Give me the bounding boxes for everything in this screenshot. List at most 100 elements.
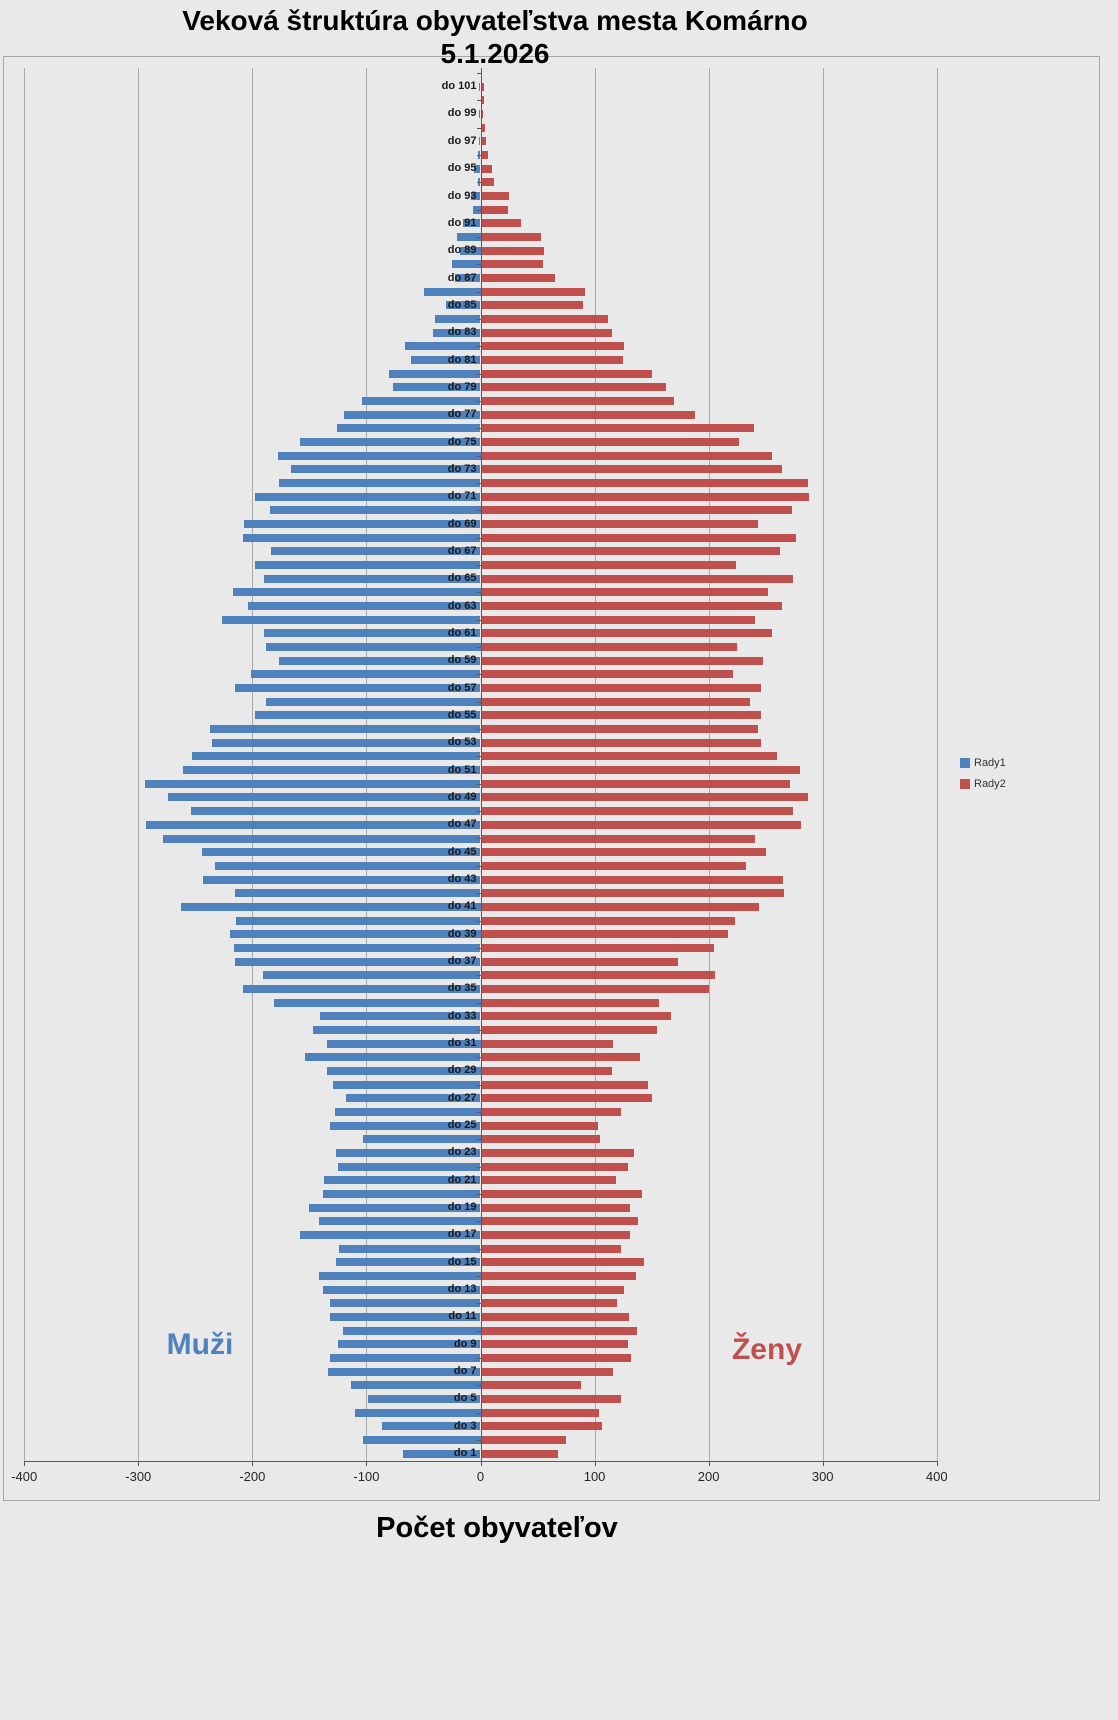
women-bar-do-99 [481, 109, 483, 118]
x-axis-tick-label: 300 [811, 1469, 834, 1484]
women-bar-do-65 [481, 574, 793, 583]
men-bar [434, 315, 481, 323]
category-label: do 11 [448, 1310, 477, 1323]
women-bar [481, 260, 544, 269]
category-axis-tick [476, 72, 481, 74]
women-bar [481, 479, 808, 487]
category-label: do 35 [447, 982, 477, 995]
men-bar [254, 561, 481, 569]
women-bar-do-67 [481, 547, 781, 556]
men-bar-do-79 [392, 383, 481, 392]
men-bar [318, 1271, 481, 1280]
category-label: do 43 [447, 873, 477, 885]
category-label: do 91 [447, 216, 477, 229]
chart-title-line2: 5.1.2026 [440, 38, 550, 69]
rady2-swatch-icon [960, 779, 970, 789]
category-axis-tick [476, 783, 481, 785]
category-axis-tick [476, 1084, 481, 1086]
women-bar-do-13 [481, 1285, 625, 1294]
x-axis-tick [24, 1461, 26, 1466]
men-bar [251, 670, 481, 679]
men-bar [163, 834, 481, 843]
men-bar [210, 725, 481, 734]
men-bar [269, 506, 481, 515]
category-label: do 67 [447, 544, 477, 557]
category-label: do 63 [447, 599, 477, 612]
category-axis-tick [476, 510, 481, 512]
women-bar-do-3 [481, 1422, 603, 1431]
women-bar-do-79 [481, 383, 667, 392]
women-bar [481, 178, 494, 187]
women-bar-do-19 [481, 1203, 630, 1212]
rady1-swatch-icon [960, 758, 970, 768]
category-label: do 61 [447, 626, 477, 639]
category-axis-tick [476, 1111, 481, 1113]
men-bar [452, 260, 481, 269]
men-bar [234, 943, 481, 952]
men-bar-do-5 [367, 1394, 481, 1403]
women-bar-do-81 [481, 356, 623, 364]
men-bar-do-57 [235, 684, 481, 693]
category-axis-tick [476, 346, 481, 348]
gridline [252, 68, 254, 1461]
men-bar [350, 1381, 481, 1390]
women-bar [481, 123, 485, 132]
women-bar-do-101 [481, 82, 484, 91]
gridline [708, 68, 710, 1461]
category-label: do 49 [447, 790, 477, 803]
men-bar [333, 1080, 481, 1089]
women-bar-do-55 [481, 711, 761, 720]
men-bar-do-1 [402, 1449, 481, 1458]
category-axis-tick [476, 811, 481, 813]
men-bar-do-21 [324, 1176, 481, 1185]
women-bar [481, 561, 736, 569]
men-bar-do-19 [309, 1203, 481, 1212]
category-axis [480, 68, 482, 1461]
men-bar-do-71 [254, 492, 481, 501]
category-label: do 87 [447, 271, 477, 284]
women-bar-do-49 [481, 793, 808, 802]
gridline [822, 68, 824, 1461]
women-bar-do-89 [481, 246, 545, 255]
men-bar-do-97 [479, 137, 481, 146]
men-bar-do-75 [300, 438, 481, 446]
men-bar-do-83 [432, 328, 481, 337]
women-bar-do-31 [481, 1039, 613, 1048]
women-bar [481, 506, 792, 515]
x-axis-tick [252, 1461, 254, 1466]
men-bar-do-91 [463, 219, 481, 228]
legend-item-rady2: Rady2 [960, 778, 1006, 790]
legend: Rady1 Rady2 [960, 757, 1006, 799]
category-label: do 85 [447, 298, 477, 311]
women-bar-do-83 [481, 328, 612, 337]
category-label: do 41 [447, 900, 477, 913]
men-bar-do-89 [460, 246, 481, 255]
women-bar-do-85 [481, 301, 583, 310]
men-bar-do-37 [235, 957, 481, 966]
women-bar [481, 725, 758, 734]
men-bar-do-99 [479, 109, 481, 118]
category-axis-tick [476, 373, 481, 375]
men-bar [318, 1217, 481, 1226]
category-label: do 39 [447, 927, 477, 940]
women-bar-do-43 [481, 875, 783, 884]
category-label: do 77 [447, 408, 477, 421]
category-label: do 17 [447, 1228, 477, 1241]
men-bar-do-47 [146, 820, 481, 829]
category-label: do 81 [447, 353, 477, 366]
category-axis-tick [476, 1385, 481, 1387]
women-bar-do-87 [481, 274, 555, 282]
women-bar-do-97 [481, 137, 487, 146]
men-bar-do-87 [455, 274, 481, 282]
women-bar [481, 1435, 566, 1444]
category-label: do 75 [447, 435, 477, 448]
women-bar-do-61 [481, 629, 773, 638]
men-bar-do-29 [326, 1066, 481, 1075]
category-label: do 95 [447, 162, 477, 175]
category-label: do 83 [447, 326, 477, 339]
chart-frame [3, 56, 1100, 1501]
x-axis-tick [594, 1461, 596, 1466]
category-axis-tick [476, 319, 481, 320]
women-bar-do-15 [481, 1258, 644, 1267]
